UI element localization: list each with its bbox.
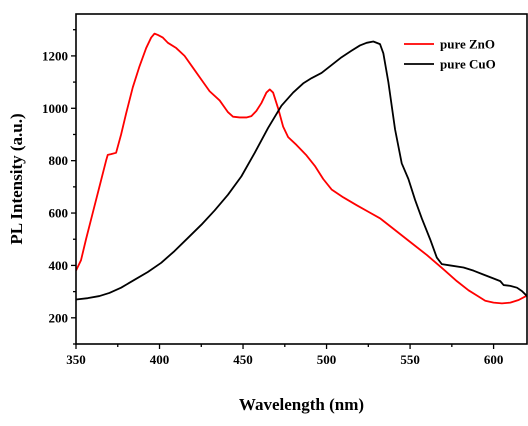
x-tick-label: 550 xyxy=(400,352,420,367)
x-axis: 350 400 450 500 550 600 xyxy=(66,344,503,367)
series-layer xyxy=(76,32,527,305)
y-tick-label: 1000 xyxy=(42,101,68,116)
y-tick-label: 600 xyxy=(49,206,69,221)
x-axis-label: Wavelength (nm) xyxy=(239,395,364,414)
x-tick-label: 350 xyxy=(66,352,86,367)
x-tick-label: 450 xyxy=(233,352,253,367)
y-axis-label: PL Intensity (a.u.) xyxy=(7,113,26,244)
x-tick-label: 500 xyxy=(317,352,337,367)
legend-label: pure ZnO xyxy=(440,37,495,52)
y-axis: 200 400 600 800 1000 1200 xyxy=(42,29,76,345)
y-tick-label: 400 xyxy=(49,258,69,273)
x-tick-label: 600 xyxy=(484,352,504,367)
x-tick-label: 400 xyxy=(150,352,170,367)
y-tick-label: 1200 xyxy=(42,48,68,63)
series-line-pure-cuo xyxy=(76,40,527,301)
legend: pure ZnO pure CuO xyxy=(404,37,496,72)
y-tick-label: 800 xyxy=(49,153,69,168)
series-line-pure-zno xyxy=(76,32,527,305)
legend-label: pure CuO xyxy=(440,57,496,72)
plot-frame xyxy=(75,13,528,345)
y-tick-label: 200 xyxy=(49,310,69,325)
